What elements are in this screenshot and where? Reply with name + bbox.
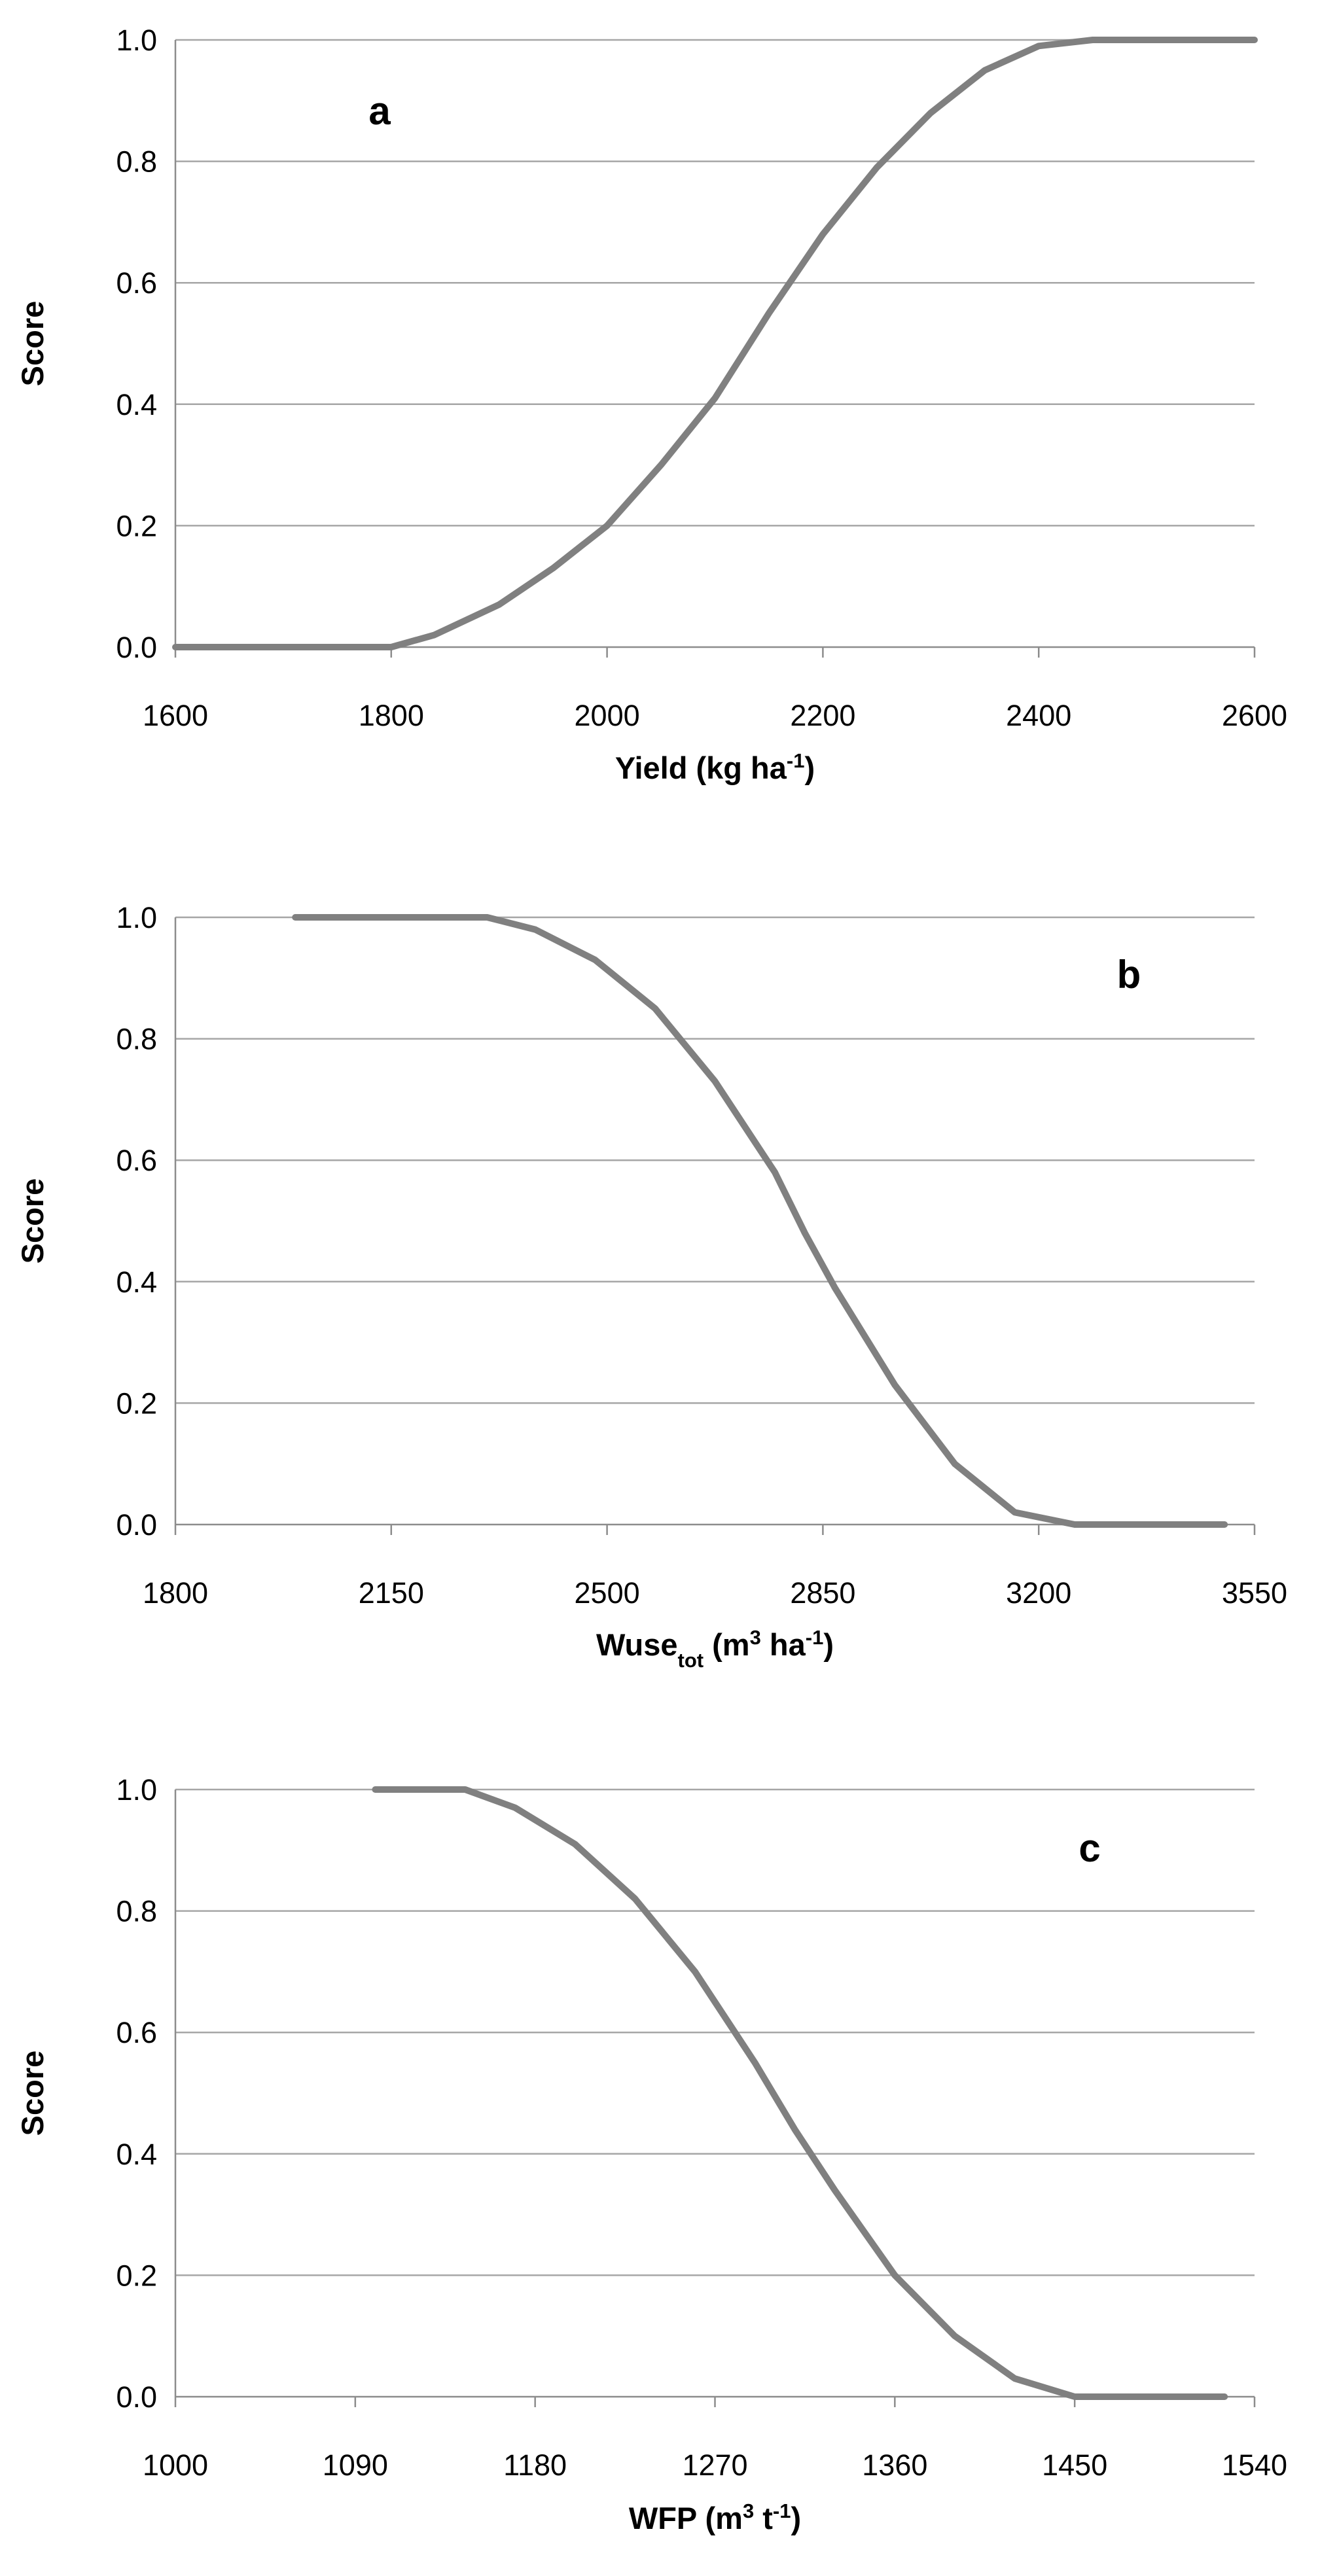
x-title-sup: 3 <box>750 1626 761 1649</box>
x-tick-label: 2000 <box>575 699 640 732</box>
x-tick-label: 2500 <box>575 1576 640 1610</box>
y-tick-label: 1.0 <box>116 1773 157 1807</box>
x-title-text: Yield (kg ha <box>615 750 787 785</box>
x-tick-label: 2200 <box>790 699 855 732</box>
x-title-sup: -1 <box>787 749 805 772</box>
x-tick-label: 1600 <box>143 699 208 732</box>
panel-label: c <box>1079 1826 1100 1870</box>
y-tick-label: 0.8 <box>116 145 157 179</box>
x-tick-label: 2850 <box>790 1576 855 1610</box>
x-tick-label: 1360 <box>862 2448 927 2482</box>
y-tick-label: 0.2 <box>116 2259 157 2292</box>
x-axis-title: Wusetot (m3 ha-1) <box>596 1626 834 1672</box>
x-tick-label: 1000 <box>143 2448 208 2482</box>
y-tick-label: 0.6 <box>116 1144 157 1177</box>
x-title-close: ) <box>823 1627 834 1662</box>
x-title-text: (m <box>704 1627 750 1662</box>
x-title-sup: 3 <box>743 2499 754 2522</box>
score-curve <box>292 914 1228 1528</box>
chart-panel-b: 0.0 0.2 0.4 0.6 0.8 1.0 1800 2150 2500 2850 3200 35… <box>15 901 1287 1672</box>
y-tick-label: 1.0 <box>116 24 157 57</box>
score-curve <box>372 1786 1228 2400</box>
x-tick-label: 1800 <box>359 699 424 732</box>
x-title-text: WFP (m <box>629 2501 743 2535</box>
x-title-text: Wuse <box>596 1627 678 1662</box>
x-axis-title: WFP (m3 t-1) <box>629 2499 801 2536</box>
y-tick-label: 0.6 <box>116 2016 157 2049</box>
x-title-sup: -1 <box>773 2499 791 2522</box>
score-curve <box>172 37 1258 650</box>
x-tick-label: 1090 <box>323 2448 388 2482</box>
y-tick-label: 0.0 <box>116 631 157 664</box>
x-title-text: ha <box>761 1627 806 1662</box>
x-tick-label: 3550 <box>1222 1576 1287 1610</box>
x-tick-label: 2400 <box>1006 699 1071 732</box>
x-axis-title: Yield (kg ha-1) <box>615 749 815 786</box>
x-tick-label: 2150 <box>359 1576 424 1610</box>
y-tick-label: 0.0 <box>116 2380 157 2414</box>
x-title-sup: -1 <box>806 1626 824 1649</box>
x-tick-label: 1450 <box>1042 2448 1107 2482</box>
panel-label: b <box>1117 953 1141 997</box>
y-tick-label: 1.0 <box>116 901 157 934</box>
y-tick-label: 0.6 <box>116 266 157 300</box>
y-axis-title: Score <box>15 1178 50 1264</box>
x-tick-label: 1270 <box>682 2448 747 2482</box>
y-tick-label: 0.4 <box>116 388 157 421</box>
x-tick-label: 1180 <box>503 2448 567 2482</box>
x-tick-label: 2600 <box>1222 699 1287 732</box>
x-title-close: ) <box>804 750 815 785</box>
chart-panel-a: 0.0 0.2 0.4 0.6 0.8 1.0 1600 1800 2000 2200 2400 26… <box>15 24 1287 785</box>
y-tick-label: 0.8 <box>116 1023 157 1056</box>
y-tick-label: 0.4 <box>116 1265 157 1299</box>
x-title-close: ) <box>791 2501 801 2535</box>
chart-panel-c: 0.0 0.2 0.4 0.6 0.8 1.0 1000 1090 1180 1270 1360 14… <box>15 1773 1287 2535</box>
x-title-text: t <box>754 2501 773 2535</box>
x-tick-label: 1540 <box>1222 2448 1287 2482</box>
y-tick-label: 0.0 <box>116 1508 157 1542</box>
y-tick-label: 0.8 <box>116 1895 157 1928</box>
x-tick-label: 1800 <box>143 1576 208 1610</box>
y-axis-title: Score <box>15 2051 50 2136</box>
y-tick-label: 0.2 <box>116 509 157 542</box>
x-tick-label: 3200 <box>1006 1576 1071 1610</box>
y-axis-title: Score <box>15 301 50 387</box>
y-tick-label: 0.2 <box>116 1386 157 1420</box>
panel-label: a <box>368 89 391 133</box>
x-title-sub: tot <box>678 1649 704 1672</box>
y-tick-label: 0.4 <box>116 2138 157 2171</box>
